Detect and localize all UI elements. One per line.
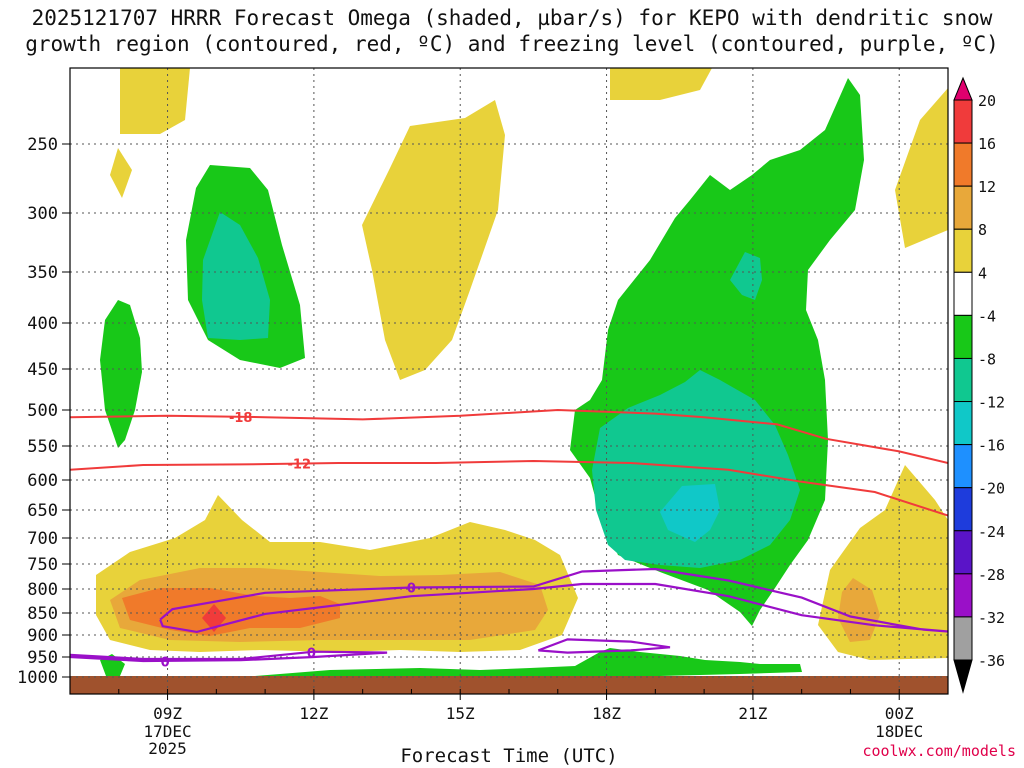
colorbar-segment: [953, 314, 973, 359]
omega-region-upward-orange-right: [838, 578, 880, 642]
colorbar-segment: [953, 530, 973, 575]
omega-region-downward-teal-small: [730, 252, 762, 300]
colorbar-level-label: -4: [978, 307, 996, 325]
colorbar-level-label: -36: [978, 652, 1005, 670]
colorbar-level-label: -16: [978, 437, 1005, 455]
x-tick-label-09Z: 09Z: [153, 704, 182, 723]
grid-lines: [69, 68, 949, 694]
y-tick-label-300: 300: [27, 204, 58, 224]
dendritic-contour-label--12: -12: [288, 458, 312, 473]
freezing-level-label-1: 0: [161, 655, 170, 670]
colorbar: 20 16 12 8 4 -4 -8 -12 -16 -20 -24 -28 -32 -36: [953, 76, 1005, 694]
x-tick-label-15Z: 15Z: [446, 704, 475, 723]
colorbar-level-label: -24: [978, 523, 1005, 541]
x-tick-label-12Z: 12Z: [299, 704, 328, 723]
y-tick-label-500: 500: [27, 401, 58, 421]
chart-title-line-1: 2025121707 HRRR Forecast Omega (shaded, …: [31, 6, 993, 30]
y-tick-label-650: 650: [27, 501, 58, 521]
y-tick-label-800: 800: [27, 580, 58, 600]
colorbar-level-label: 8: [978, 221, 987, 239]
colorbar-segment: [953, 271, 973, 316]
colorbar-segment: [953, 616, 973, 661]
colorbar-segment: [953, 228, 973, 273]
y-axis: 2503003504004505005506006507007508008509…: [17, 135, 70, 688]
y-tick-label-1000: 1000: [17, 668, 58, 688]
freezing-level-contour-1: [70, 650, 388, 663]
freezing-level-label-2: 0: [307, 647, 316, 662]
contour-labels: -18 -12 0 0 0: [161, 411, 416, 671]
freezing-level-contour-0: [159, 567, 948, 634]
colorbar-level-label: 4: [978, 264, 987, 282]
colorbar-top-triangle: [953, 76, 973, 101]
omega-region-downward-cyan-core: [660, 484, 720, 542]
y-tick-label-250: 250: [27, 135, 58, 155]
y-tick-label-900: 900: [27, 626, 58, 646]
omega-region-upward-small-left: [110, 148, 132, 198]
omega-region-upward-dark-orange: [122, 588, 340, 636]
omega-region-upward-top-right: [895, 88, 948, 248]
colorbar-segment: [953, 487, 973, 532]
omega-region-downward-teal-main: [592, 370, 800, 568]
colorbar-segment: [953, 573, 973, 618]
omega-region-downward-bottom-strip: [255, 648, 802, 676]
colorbar-level-label: -20: [978, 480, 1005, 498]
colorbar-segment: [953, 185, 973, 230]
y-tick-label-350: 350: [27, 263, 58, 283]
x-tick-sublabel: 2025: [148, 739, 187, 758]
omega-region-upward-top-mid: [610, 68, 712, 100]
dendritic-contour-label--18: -18: [229, 411, 253, 426]
y-tick-label-700: 700: [27, 529, 58, 549]
y-tick-label-850: 850: [27, 604, 58, 624]
x-tick-sublabel: 17DEC: [143, 722, 191, 741]
y-tick-label-450: 450: [27, 360, 58, 380]
y-tick-label-550: 550: [27, 437, 58, 457]
x-axis-label: Forecast Time (UTC): [400, 745, 618, 767]
colorbar-level-label: -12: [978, 394, 1005, 412]
colorbar-level-label: -32: [978, 609, 1005, 627]
y-tick-label-750: 750: [27, 555, 58, 575]
colorbar-level-label: 12: [978, 178, 996, 196]
omega-region-downward-far-left: [100, 300, 142, 448]
credit-text: coolwx.com/models: [862, 742, 1016, 760]
colorbar-segment: [953, 99, 973, 144]
contour-layer: [70, 408, 948, 663]
dendritic-contour--18: [70, 408, 948, 464]
omega-region-upward-top-center: [362, 100, 505, 380]
chart-title-line-2: growth region (contoured, red, ºC) and f…: [25, 32, 999, 56]
y-tick-label-400: 400: [27, 314, 58, 334]
colorbar-level-label: -28: [978, 566, 1005, 584]
colorbar-segment: [953, 401, 973, 446]
y-tick-label-950: 950: [27, 648, 58, 668]
shaded-omega-field: [70, 68, 948, 694]
ground-surface: [70, 676, 948, 694]
plot-border: [69, 67, 949, 695]
omega-region-downward-teal-upper: [202, 212, 270, 340]
x-tick-label-21Z: 21Z: [738, 704, 767, 723]
x-tick-label-00Z: 00Z: [885, 704, 914, 723]
freezing-level-contour-2: [537, 638, 671, 654]
colorbar-level-label: -8: [978, 350, 996, 368]
y-tick-label-600: 600: [27, 471, 58, 491]
freezing-level-label-0: 0: [407, 582, 416, 597]
colorbar-segment: [953, 142, 973, 187]
x-tick-label-18Z: 18Z: [592, 704, 621, 723]
colorbar-segment: [953, 444, 973, 489]
colorbar-level-label: 20: [978, 92, 996, 110]
colorbar-level-label: 16: [978, 135, 996, 153]
x-tick-sublabel: 18DEC: [875, 722, 923, 741]
colorbar-segment: [953, 357, 973, 403]
omega-region-upward-top-left: [120, 68, 190, 134]
dendritic-contour--12: [70, 459, 948, 517]
colorbar-bottom-triangle: [953, 659, 973, 694]
